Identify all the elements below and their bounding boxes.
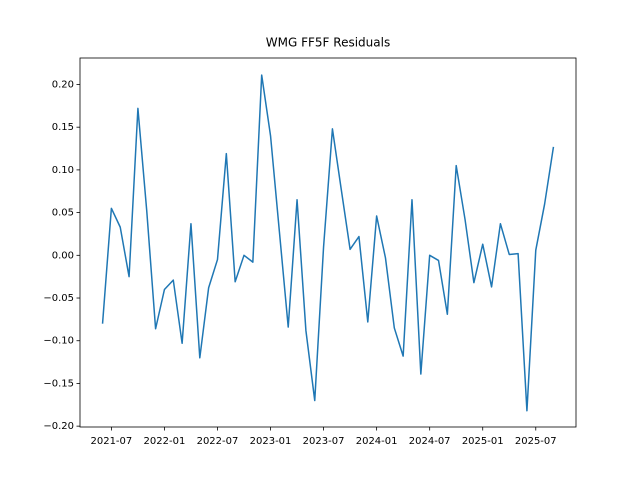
chart-title: WMG FF5F Residuals bbox=[266, 36, 390, 50]
y-tick-label: −0.20 bbox=[43, 421, 74, 432]
plot-frame bbox=[79, 57, 577, 428]
x-tick-label: 2022-01 bbox=[144, 436, 186, 447]
x-tick-label: 2024-01 bbox=[356, 436, 398, 447]
x-tick-label: 2023-07 bbox=[303, 436, 345, 447]
y-tick-label: 0.05 bbox=[52, 208, 74, 219]
y-tick-label: 0.10 bbox=[52, 165, 74, 176]
x-tick-label: 2021-07 bbox=[90, 436, 132, 447]
x-tick-label: 2023-01 bbox=[250, 436, 292, 447]
x-tick-label: 2025-01 bbox=[462, 436, 504, 447]
line bbox=[101, 74, 555, 412]
x-tick-label: 2024-07 bbox=[409, 436, 451, 447]
y-tick-label: 0.20 bbox=[52, 79, 74, 90]
y-tick-label: 0.15 bbox=[52, 122, 74, 133]
x-tick-label: 2025-07 bbox=[515, 436, 557, 447]
y-tick-label: −0.15 bbox=[43, 378, 74, 389]
y-tick-label: 0.00 bbox=[52, 250, 74, 261]
y-tick-label: −0.05 bbox=[43, 293, 74, 304]
x-tick-label: 2022-07 bbox=[197, 436, 239, 447]
y-tick-label: −0.10 bbox=[43, 336, 74, 347]
